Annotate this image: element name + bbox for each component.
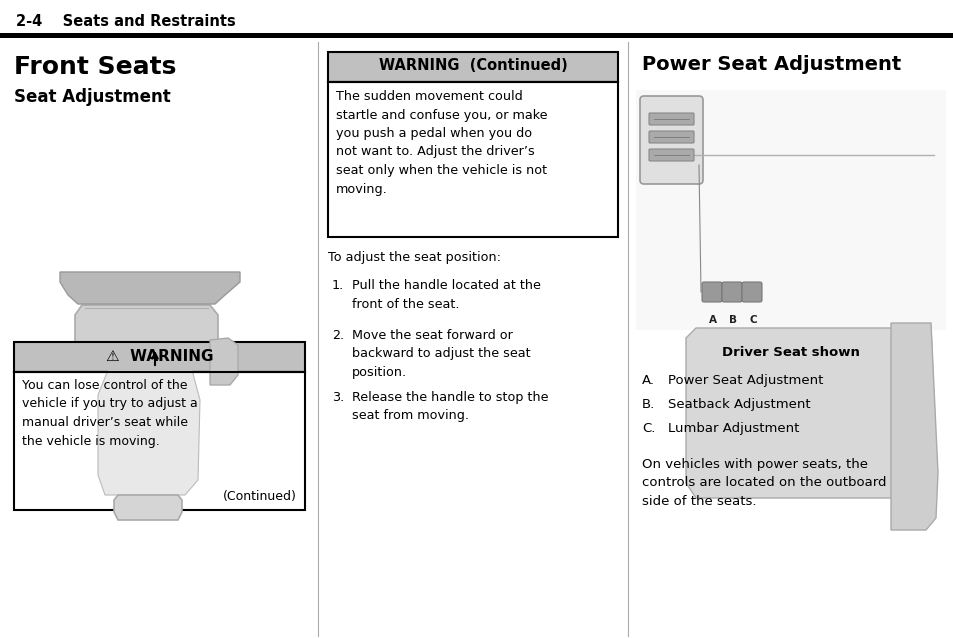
Bar xyxy=(636,90,945,330)
Text: 2.: 2. xyxy=(332,329,344,342)
Text: Driver Seat shown: Driver Seat shown xyxy=(721,346,859,359)
Text: C: C xyxy=(748,315,756,325)
Bar xyxy=(14,342,305,372)
Polygon shape xyxy=(98,370,200,495)
Text: Move the seat forward or
backward to adjust the seat
position.: Move the seat forward or backward to adj… xyxy=(352,329,530,379)
Text: 1.: 1. xyxy=(332,279,344,292)
Text: A: A xyxy=(708,315,717,325)
Bar xyxy=(0,33,953,38)
FancyBboxPatch shape xyxy=(648,131,693,143)
Text: The sudden movement could
startle and confuse you, or make
you push a pedal when: The sudden movement could startle and co… xyxy=(335,90,547,195)
Text: A.: A. xyxy=(641,374,655,387)
Text: ⚠  WARNING: ⚠ WARNING xyxy=(106,349,213,364)
Text: Pull the handle located at the
front of the seat.: Pull the handle located at the front of … xyxy=(352,279,540,311)
Polygon shape xyxy=(210,338,237,385)
Text: B.: B. xyxy=(641,398,655,411)
Polygon shape xyxy=(77,345,214,508)
Text: 3.: 3. xyxy=(332,391,344,404)
Text: C.: C. xyxy=(641,422,655,435)
Text: You can lose control of the
vehicle if you try to adjust a
manual driver’s seat : You can lose control of the vehicle if y… xyxy=(22,379,197,447)
Bar xyxy=(14,372,305,510)
Polygon shape xyxy=(75,305,218,358)
FancyBboxPatch shape xyxy=(648,149,693,161)
FancyBboxPatch shape xyxy=(721,282,741,302)
Text: Lumbar Adjustment: Lumbar Adjustment xyxy=(667,422,799,435)
Bar xyxy=(328,82,618,237)
Text: Power Seat Adjustment: Power Seat Adjustment xyxy=(667,374,822,387)
Text: Seatback Adjustment: Seatback Adjustment xyxy=(667,398,810,411)
FancyBboxPatch shape xyxy=(701,282,721,302)
Polygon shape xyxy=(113,495,182,520)
Polygon shape xyxy=(890,323,937,530)
Polygon shape xyxy=(685,328,935,498)
Text: To adjust the seat position:: To adjust the seat position: xyxy=(328,251,500,264)
FancyBboxPatch shape xyxy=(741,282,761,302)
Text: Seat Adjustment: Seat Adjustment xyxy=(14,88,171,106)
Text: Power Seat Adjustment: Power Seat Adjustment xyxy=(641,55,901,74)
Text: Release the handle to stop the
seat from moving.: Release the handle to stop the seat from… xyxy=(352,391,548,422)
Text: 2-4    Seats and Restraints: 2-4 Seats and Restraints xyxy=(16,14,235,29)
FancyBboxPatch shape xyxy=(648,113,693,125)
Text: On vehicles with power seats, the
controls are located on the outboard
side of t: On vehicles with power seats, the contro… xyxy=(641,458,885,508)
Polygon shape xyxy=(60,272,240,304)
Text: B: B xyxy=(728,315,737,325)
Text: WARNING  (Continued): WARNING (Continued) xyxy=(378,58,567,73)
Text: (Continued): (Continued) xyxy=(223,490,296,503)
Text: Front Seats: Front Seats xyxy=(14,55,176,79)
FancyBboxPatch shape xyxy=(639,96,702,184)
Bar xyxy=(328,52,618,82)
